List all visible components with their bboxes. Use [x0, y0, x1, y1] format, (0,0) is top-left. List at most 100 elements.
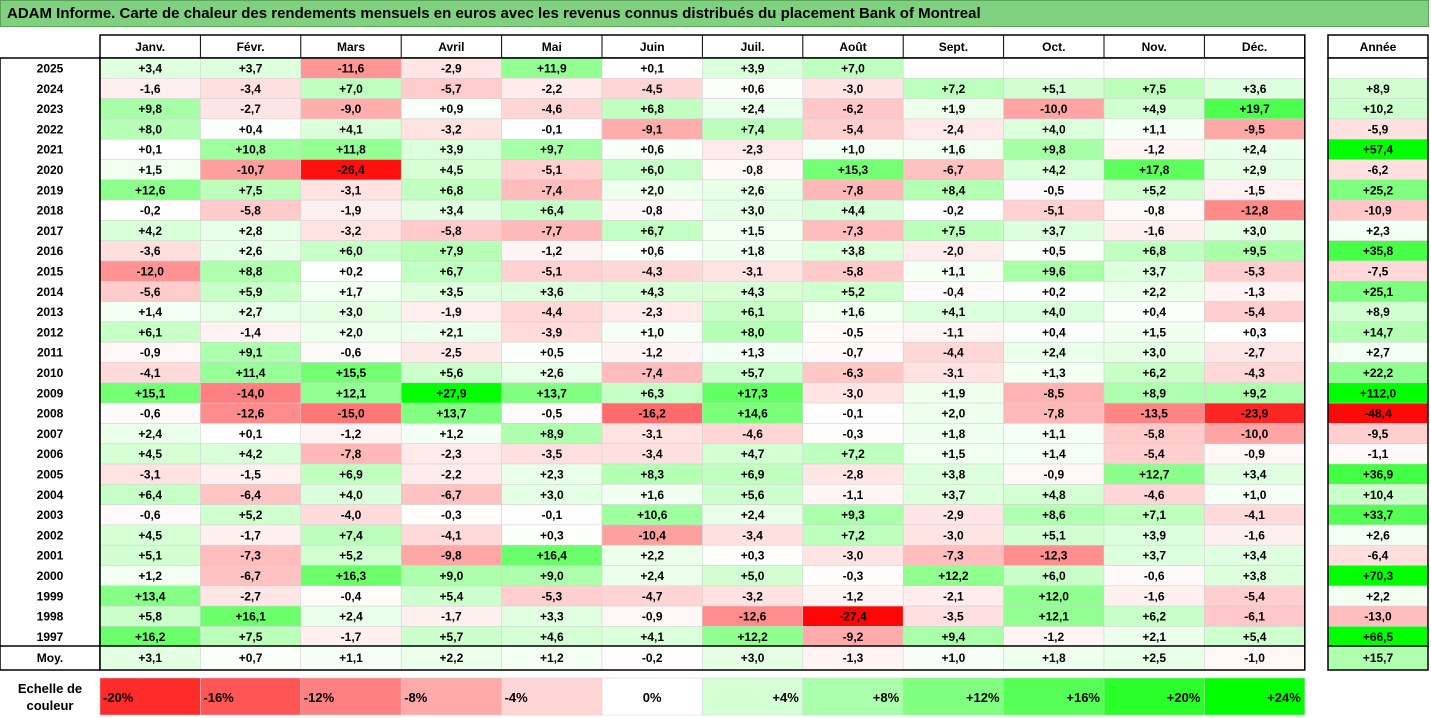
- cell-value: +6,8: [440, 183, 464, 197]
- cell-value: -12,8: [1241, 204, 1269, 218]
- cell-value: +6,9: [741, 468, 765, 482]
- scale-step-label: +8%: [873, 690, 900, 705]
- cell-value: +17,3: [737, 386, 768, 400]
- cell-value: -0,8: [1144, 204, 1165, 218]
- cell-value: +2,8: [239, 224, 263, 238]
- cell-value: -4,7: [642, 589, 663, 603]
- cell-value: -5,3: [541, 589, 562, 603]
- cell-value: -3,1: [742, 265, 763, 279]
- cell-value: +19,7: [1239, 102, 1270, 116]
- month-header-5: Mai: [542, 40, 562, 54]
- cell-value: -3,9: [541, 325, 562, 339]
- cell-value: +2,4: [339, 610, 363, 624]
- cell-value: +4,3: [741, 285, 765, 299]
- cell-value: -6,2: [843, 102, 864, 116]
- cell-value: -0,2: [943, 204, 964, 218]
- cell-value: -12,6: [739, 610, 767, 624]
- cell-value: +3,5: [440, 285, 464, 299]
- cell-value: -6,7: [240, 569, 261, 583]
- cell-value: +7,0: [339, 82, 363, 96]
- annual-value: -5,9: [1368, 122, 1389, 136]
- cell-value: +5,2: [339, 549, 363, 563]
- cell-value: +16,4: [537, 549, 568, 563]
- cell-value: -0,1: [843, 407, 864, 421]
- cell-value: -0,9: [1043, 468, 1064, 482]
- annual-value: +10,2: [1363, 102, 1394, 116]
- year-label-2020: 2020: [37, 163, 64, 177]
- cell-value: -14,0: [237, 386, 265, 400]
- cell-value: +12,7: [1139, 468, 1170, 482]
- cell-value: -1,3: [1244, 285, 1265, 299]
- scale-swatch: [702, 677, 804, 716]
- cell-value: -3,0: [943, 528, 964, 542]
- cell-value: +1,2: [138, 569, 162, 583]
- year-label-2022: 2022: [37, 122, 64, 136]
- cell-value: -10,0: [1241, 427, 1269, 441]
- cell-value: +9,8: [138, 102, 162, 116]
- cell-value: +6,0: [1042, 569, 1066, 583]
- year-label-1999: 1999: [37, 589, 64, 603]
- cell-value: +1,6: [640, 488, 664, 502]
- year-label-2001: 2001: [37, 549, 64, 563]
- cell-value: -4,6: [1144, 488, 1165, 502]
- avg-value: +3,0: [741, 651, 765, 665]
- annual-value: +2,6: [1366, 528, 1390, 542]
- cell-value: +0,5: [1042, 244, 1066, 258]
- annual-cell: [1327, 57, 1429, 79]
- cell-value: +6,4: [540, 204, 564, 218]
- cell-value: -1,7: [441, 610, 462, 624]
- cell-value: -7,3: [843, 224, 864, 238]
- cell-value: +8,0: [138, 122, 162, 136]
- cell-value: -5,4: [1244, 589, 1265, 603]
- month-header-10: Oct.: [1042, 40, 1065, 54]
- cell-value: +6,1: [138, 325, 162, 339]
- year-label-2023: 2023: [37, 102, 64, 116]
- cell-value: +0,4: [1142, 305, 1166, 319]
- cell-value: +7,1: [1142, 508, 1166, 522]
- cell-value: -12,3: [1040, 549, 1068, 563]
- cell-value: -7,3: [943, 549, 964, 563]
- cell-value: -5,8: [240, 204, 261, 218]
- cell-value: +12,1: [336, 386, 367, 400]
- cell-value: +5,9: [239, 285, 263, 299]
- cell-value: +2,6: [239, 244, 263, 258]
- year-label-2003: 2003: [37, 508, 64, 522]
- cell-value: -1,6: [140, 82, 161, 96]
- cell-value: -2,3: [441, 447, 462, 461]
- cell-value: +0,1: [138, 143, 162, 157]
- cell-value: -4,5: [642, 82, 663, 96]
- year-label-2025: 2025: [37, 62, 64, 76]
- heat-cell: [1103, 57, 1205, 79]
- cell-value: +6,8: [1142, 244, 1166, 258]
- cell-value: +3,9: [741, 62, 765, 76]
- cell-value: +2,1: [440, 325, 464, 339]
- cell-value: -2,9: [441, 62, 462, 76]
- year-label-2011: 2011: [37, 346, 63, 360]
- cell-value: +6,7: [640, 224, 664, 238]
- cell-value: -1,4: [240, 325, 261, 339]
- cell-value: +6,0: [339, 244, 363, 258]
- cell-value: +2,4: [741, 508, 765, 522]
- heat-cell: [1204, 57, 1306, 79]
- cell-value: +5,4: [440, 589, 464, 603]
- year-label-2002: 2002: [37, 528, 64, 542]
- scale-swatch: [601, 677, 703, 716]
- cell-value: +9,0: [540, 569, 564, 583]
- avg-value: +1,8: [1042, 651, 1066, 665]
- cell-value: -0,9: [642, 610, 663, 624]
- cell-value: +2,0: [339, 325, 363, 339]
- cell-value: +6,4: [138, 488, 162, 502]
- cell-value: -2,1: [943, 589, 964, 603]
- cell-value: +0,4: [239, 122, 263, 136]
- annual-value: +10,4: [1363, 488, 1394, 502]
- cell-value: +16,1: [235, 610, 266, 624]
- cell-value: +5,2: [841, 285, 865, 299]
- cell-value: -9,2: [843, 630, 864, 644]
- cell-value: +3,7: [1042, 224, 1066, 238]
- cell-value: -0,3: [843, 569, 864, 583]
- cell-value: +12,6: [135, 183, 166, 197]
- scale-label-line2: couleur: [27, 698, 74, 713]
- cell-value: -3,0: [843, 549, 864, 563]
- cell-value: +1,4: [138, 305, 162, 319]
